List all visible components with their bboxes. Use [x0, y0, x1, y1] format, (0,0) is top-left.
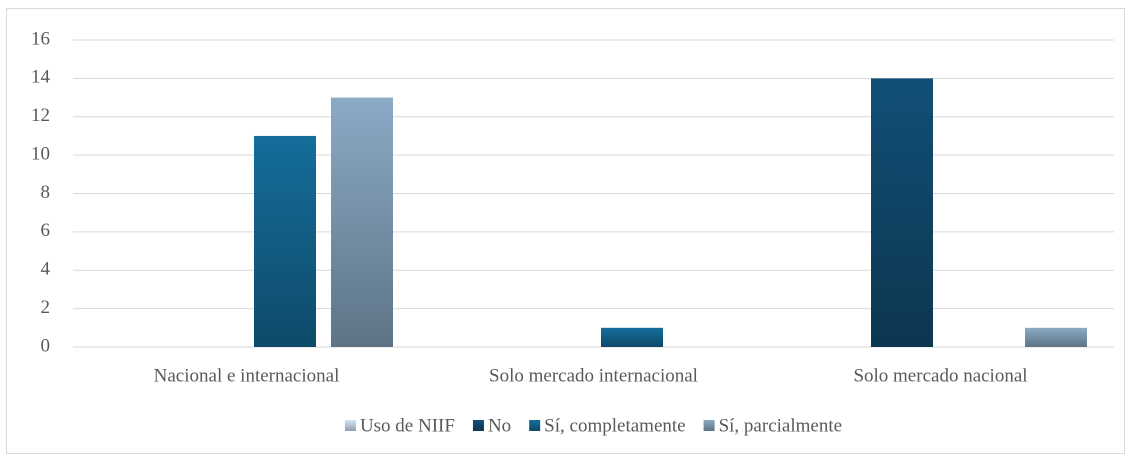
legend-item: Uso de NIIF	[344, 415, 455, 436]
bar	[601, 327, 663, 347]
y-tick-label: 12	[31, 105, 50, 126]
bar	[871, 78, 933, 347]
y-tick-label: 14	[31, 67, 51, 88]
bar	[331, 97, 393, 347]
y-tick-label: 10	[31, 143, 50, 164]
legend-label: Sí, parcialmente	[719, 415, 842, 436]
y-tick-label: 4	[41, 259, 51, 280]
y-tick-label: 16	[31, 28, 50, 49]
legend-swatch	[472, 420, 484, 431]
y-tick-label: 0	[41, 335, 51, 356]
chart-frame	[6, 8, 1125, 454]
y-tick-label: 8	[41, 182, 51, 203]
legend-swatch	[703, 420, 715, 431]
x-tick-label: Nacional e internacional	[154, 365, 340, 386]
x-tick-label: Solo mercado nacional	[853, 365, 1027, 386]
legend-label: Uso de NIIF	[360, 415, 455, 436]
bar	[254, 135, 316, 347]
legend-item: Sí, parcialmente	[703, 415, 842, 436]
legend-swatch	[344, 420, 356, 431]
bar	[1025, 327, 1087, 347]
legend-item: No	[472, 415, 511, 436]
x-tick-label: Solo mercado internacional	[489, 365, 698, 386]
legend-label: No	[488, 415, 511, 436]
legend-label: Sí, completamente	[544, 415, 685, 436]
legend-swatch	[529, 420, 541, 431]
y-tick-label: 6	[41, 220, 51, 241]
legend-item: Sí, completamente	[529, 415, 686, 436]
y-tick-label: 2	[41, 297, 51, 318]
